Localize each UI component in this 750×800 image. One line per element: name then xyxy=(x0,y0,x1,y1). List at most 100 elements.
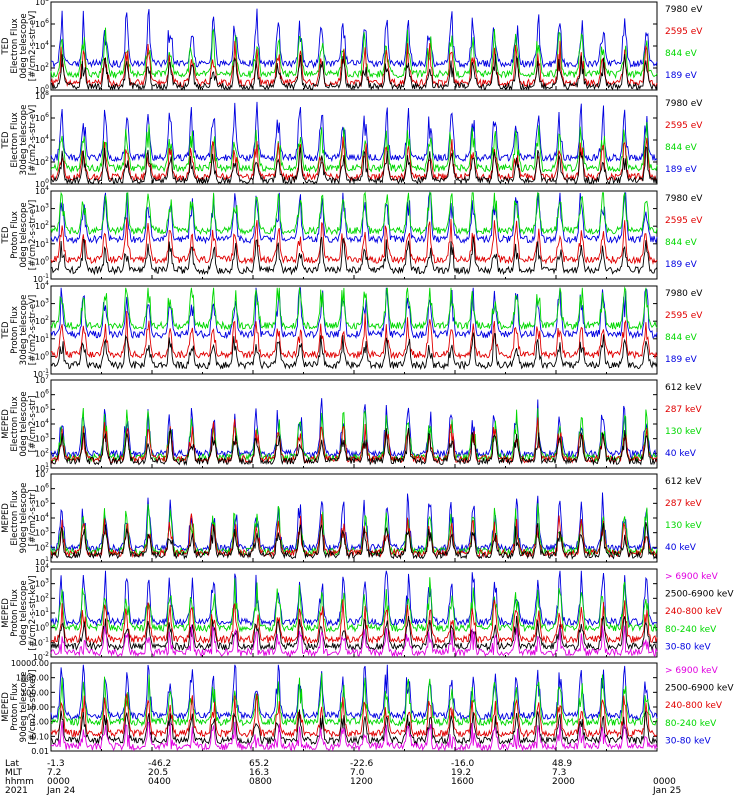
legend-entry: 40 keV xyxy=(665,543,697,553)
y-tick-label: 107 xyxy=(35,374,49,385)
flux-series-line xyxy=(50,673,658,727)
y-tick-label: 102 xyxy=(35,62,49,73)
y-tick-label: 104 xyxy=(35,563,49,574)
x-tick-date: Jan 24 xyxy=(47,786,76,796)
legend-entry: 189 eV xyxy=(665,165,698,175)
y-tick-label: 106 xyxy=(35,112,49,123)
y-tick-label: 107 xyxy=(35,468,49,479)
legend-entry: 2500-6900 keV xyxy=(665,590,734,600)
y-axis-label-line: MEPED xyxy=(1,503,11,533)
y-axis-label-line: [#/cm2-s-str-eV] xyxy=(28,295,38,365)
y-tick-label: 100 xyxy=(35,350,49,361)
flux-series-line xyxy=(50,53,658,91)
flux-series-line xyxy=(50,599,658,645)
time-axis-labels: Lat MLT hhmm 2021 -1.3 7.2 0000 Jan 24 -46.2… xyxy=(0,757,750,800)
legend-entry: 240-800 keV xyxy=(665,701,723,711)
y-tick-label: 10000.00 xyxy=(11,659,49,668)
x-tick-mlt: 19.2 xyxy=(451,768,472,778)
y-axis-label-line: 0deg telescope xyxy=(19,580,29,645)
x-tick-lat: 48.9 xyxy=(552,759,573,769)
y-tick-label: 1000.00 xyxy=(16,674,49,683)
x-tick-hhmm: 0400 xyxy=(148,777,171,787)
plot-frame xyxy=(50,190,658,280)
y-axis-label-line: TED xyxy=(1,321,11,340)
y-tick-label: 105 xyxy=(35,403,49,414)
x-tick-mlt: 7.2 xyxy=(47,768,62,778)
y-tick-label: 1.00 xyxy=(31,718,49,727)
legend-entry: 287 keV xyxy=(665,405,702,415)
y-axis-label-line: MEPED xyxy=(1,692,11,722)
y-tick-label: 104 xyxy=(35,40,49,51)
y-tick-label: 103 xyxy=(35,298,49,309)
y-tick-label: 100 xyxy=(35,255,49,266)
x-tick-mlt: 20.5 xyxy=(148,768,169,778)
y-axis-label-line: [#/cm2-s-str] xyxy=(28,396,38,453)
y-tick-label: 10.00 xyxy=(26,703,49,712)
y-tick-label: 106 xyxy=(35,483,49,494)
y-axis-label-line: MEPED xyxy=(1,598,11,628)
flux-series-line xyxy=(50,40,658,89)
x-tick-hhmm: 0000 xyxy=(47,777,70,787)
y-axis-label-line: MEPED xyxy=(1,409,11,439)
legend-entry: 240-800 keV xyxy=(665,607,723,617)
y-axis-label-line: TED xyxy=(1,226,11,245)
y-axis-label-line: Electron Flux xyxy=(10,396,20,451)
y-tick-label: 104 xyxy=(35,418,49,429)
legend-entry: 189 eV xyxy=(665,355,698,365)
legend-entry: 7980 eV xyxy=(665,99,703,109)
flux-series-line xyxy=(50,709,658,746)
flux-series-line xyxy=(50,398,658,459)
y-tick-label: 0.01 xyxy=(31,747,49,756)
y-axis-label-line: [#/cm2-s-str-eV] xyxy=(28,11,38,81)
flux-series-line xyxy=(50,101,658,163)
axis-row-label-year: 2021 xyxy=(5,786,28,796)
y-axis-label-line: Electron Flux xyxy=(10,18,20,73)
legend-entry: 30-80 keV xyxy=(665,736,711,746)
legend-entry: > 6900 keV xyxy=(665,666,719,676)
legend-entry: 7980 eV xyxy=(665,289,703,299)
legend-entry: 844 eV xyxy=(665,143,698,153)
y-tick-label: 100 xyxy=(35,622,49,633)
legend-entry: 612 keV xyxy=(665,383,702,393)
x-tick-hhmm: 2000 xyxy=(552,777,575,787)
y-axis-label-line: [#/cm2-s-str] xyxy=(28,490,38,547)
legend-entry: 80-240 keV xyxy=(665,719,717,729)
y-tick-label: 102 xyxy=(35,592,49,603)
flux-series-line xyxy=(50,332,658,371)
y-tick-label: 108 xyxy=(35,90,49,101)
x-tick-lat: -22.6 xyxy=(350,759,374,769)
x-tick-hhmm: 1200 xyxy=(350,777,373,787)
y-axis-label-line: Proton Flux xyxy=(10,211,20,259)
legend-entry: 2595 eV xyxy=(665,121,703,131)
axis-row-label-hhmm: hhmm xyxy=(5,777,34,787)
y-axis-label-line: Proton Flux xyxy=(10,589,20,637)
y-axis-label-line: 90deg telescope xyxy=(19,672,29,743)
legend-entry: 7980 eV xyxy=(665,5,703,15)
y-axis-label-line: 30deg telescope xyxy=(19,105,29,176)
y-tick-label: 106 xyxy=(35,389,49,400)
flux-series-line xyxy=(51,310,658,360)
legend-entry: 7980 eV xyxy=(665,194,703,204)
y-tick-label: 10-1 xyxy=(33,636,49,647)
flux-series-line xyxy=(50,693,658,739)
y-tick-label: 103 xyxy=(35,433,49,444)
flux-series-line xyxy=(50,146,658,185)
flux-series-line xyxy=(50,286,658,331)
legend-entry: 844 eV xyxy=(665,238,698,248)
x-tick-lat: -16.0 xyxy=(451,759,475,769)
y-tick-label: 105 xyxy=(35,497,49,508)
y-tick-label: 103 xyxy=(35,578,49,589)
y-tick-label: 108 xyxy=(35,0,49,7)
legend-entry: 189 eV xyxy=(665,260,698,270)
flux-series-line xyxy=(50,287,658,340)
legend-entry: 30-80 keV xyxy=(665,642,711,652)
y-axis-label-line: [#/cm2-s-str-keV] xyxy=(28,670,38,745)
y-axis-label-line: [#/cm2-s-str-eV] xyxy=(28,105,38,175)
y-axis-label-line: TED xyxy=(1,131,11,150)
y-tick-label: 104 xyxy=(35,185,49,196)
y-tick-label: 104 xyxy=(35,280,49,291)
y-tick-label: 101 xyxy=(35,462,49,473)
y-axis-label-line: 30deg telescope xyxy=(19,295,29,366)
x-tick-mlt: 7.3 xyxy=(552,768,567,778)
